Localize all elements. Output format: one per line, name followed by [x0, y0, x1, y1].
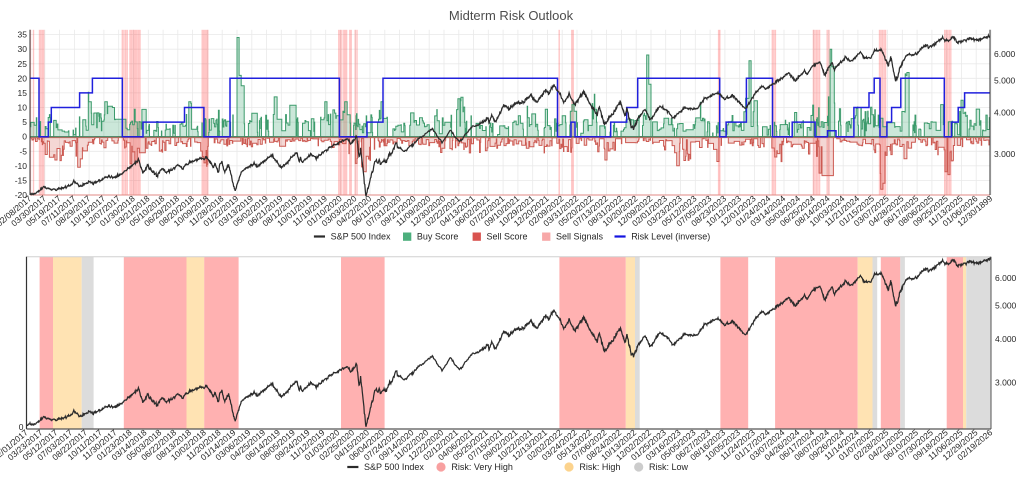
- svg-text:Midterm Risk Outlook: Midterm Risk Outlook: [449, 8, 574, 23]
- svg-text:0: 0: [19, 422, 24, 432]
- svg-text:-10: -10: [15, 161, 28, 171]
- svg-text:15: 15: [18, 88, 28, 98]
- svg-text:Sell Score: Sell Score: [487, 232, 528, 242]
- svg-text:Sell Signals: Sell Signals: [556, 232, 604, 242]
- svg-text:35: 35: [18, 30, 28, 40]
- svg-text:Risk: Very High: Risk: Very High: [451, 462, 513, 472]
- svg-text:30: 30: [18, 44, 28, 54]
- svg-text:10: 10: [18, 103, 28, 113]
- svg-text:Risk Level (inverse): Risk Level (inverse): [631, 232, 710, 242]
- svg-text:S&P 500 Index: S&P 500 Index: [364, 462, 424, 472]
- svg-text:-5: -5: [19, 146, 27, 156]
- svg-text:-20: -20: [15, 190, 28, 200]
- svg-text:Buy Score: Buy Score: [417, 232, 459, 242]
- svg-text:0: 0: [22, 132, 27, 142]
- svg-text:Risk: Low: Risk: Low: [649, 462, 689, 472]
- svg-text:4.000: 4.000: [995, 334, 1017, 344]
- svg-text:5.000: 5.000: [995, 300, 1017, 310]
- svg-text:3.000: 3.000: [994, 149, 1016, 159]
- svg-text:6.000: 6.000: [995, 273, 1017, 283]
- svg-text:Risk: High: Risk: High: [579, 462, 620, 472]
- svg-text:-15: -15: [15, 175, 28, 185]
- svg-text:5: 5: [22, 117, 27, 127]
- svg-text:3.000: 3.000: [995, 378, 1017, 388]
- svg-text:4.000: 4.000: [994, 107, 1016, 117]
- svg-text:25: 25: [18, 59, 28, 69]
- svg-text:20: 20: [18, 73, 28, 83]
- svg-text:S&P 500 Index: S&P 500 Index: [331, 232, 391, 242]
- svg-text:6.000: 6.000: [994, 49, 1016, 59]
- svg-text:5.000: 5.000: [994, 75, 1016, 85]
